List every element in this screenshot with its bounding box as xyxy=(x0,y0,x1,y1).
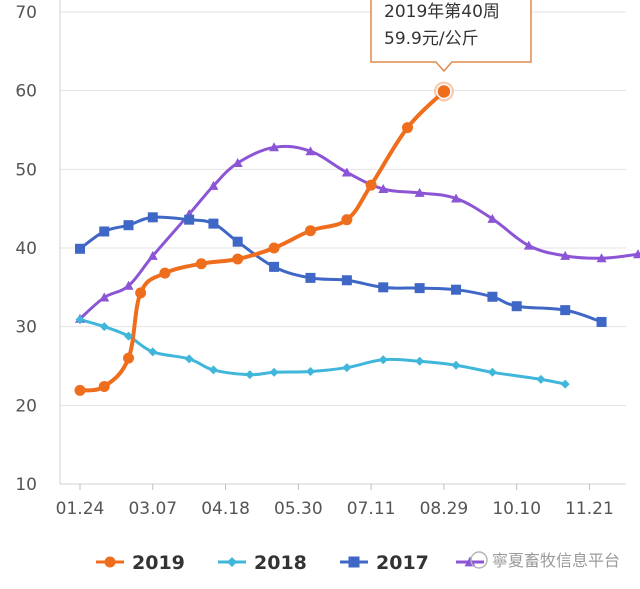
x-tick-label: 05.30 xyxy=(274,499,323,519)
data-point xyxy=(305,225,316,236)
data-point xyxy=(536,375,545,384)
y-tick-label: 70 xyxy=(15,3,37,23)
data-point xyxy=(245,370,254,379)
x-tick-label: 03.07 xyxy=(128,499,177,519)
data-point xyxy=(99,381,110,392)
data-point xyxy=(124,220,134,230)
data-point xyxy=(75,385,86,396)
data-point xyxy=(75,244,85,254)
x-tick-label: 08.29 xyxy=(420,499,469,519)
data-point xyxy=(184,215,194,225)
x-tick-label: 11.21 xyxy=(565,499,614,519)
y-tick-label: 60 xyxy=(15,82,37,102)
y-tick-label: 20 xyxy=(15,396,37,416)
y-tick-label: 50 xyxy=(15,160,37,180)
legend-label: 2017 xyxy=(376,552,429,574)
data-point xyxy=(270,368,279,377)
tooltip-line-2: 59.9元/公斤 xyxy=(384,29,479,49)
series-line-2017 xyxy=(80,217,602,322)
data-point xyxy=(378,282,388,292)
watermark-text: 寧夏畜牧信息平台 xyxy=(492,551,620,570)
series-line-2019 xyxy=(80,91,444,390)
data-point xyxy=(341,214,352,225)
data-point xyxy=(379,355,388,364)
data-point xyxy=(269,262,279,272)
series-line-unnamed xyxy=(80,146,638,318)
data-point xyxy=(451,285,461,295)
data-point xyxy=(487,292,497,302)
highlight-point xyxy=(437,84,451,98)
data-point xyxy=(488,368,497,377)
tooltip: 2019年第40周 59.9元/公斤 xyxy=(371,0,531,101)
data-point xyxy=(105,557,116,568)
data-point xyxy=(135,287,146,298)
data-point xyxy=(305,273,315,283)
x-tick-label: 04.18 xyxy=(201,499,250,519)
watermark-icon xyxy=(471,552,487,568)
data-point xyxy=(196,258,207,269)
data-point xyxy=(512,301,522,311)
data-point xyxy=(452,361,461,370)
data-point xyxy=(123,353,134,364)
series-lines xyxy=(80,91,638,390)
data-point xyxy=(560,305,570,315)
data-point xyxy=(306,367,315,376)
data-point xyxy=(233,237,243,247)
data-point xyxy=(342,275,352,285)
data-point xyxy=(415,357,424,366)
series-markers xyxy=(75,86,640,396)
x-tick-label: 01.24 xyxy=(56,499,105,519)
data-point xyxy=(209,365,218,374)
gridlines xyxy=(60,12,626,484)
data-point xyxy=(208,219,218,229)
watermark: 寧夏畜牧信息平台 xyxy=(471,551,620,570)
y-tick-label: 10 xyxy=(15,475,37,495)
data-point xyxy=(227,557,237,567)
data-point xyxy=(99,226,109,236)
data-point xyxy=(148,347,157,356)
legend: 2019 2018 2017 xyxy=(96,552,484,574)
data-point xyxy=(159,268,170,279)
legend-label: 2018 xyxy=(254,552,307,574)
data-point xyxy=(561,380,570,389)
data-point xyxy=(342,363,351,372)
data-point xyxy=(269,243,280,254)
x-tick-label: 10.10 xyxy=(492,499,541,519)
x-tick-label: 07.11 xyxy=(347,499,396,519)
data-point xyxy=(232,254,243,265)
y-tick-label: 40 xyxy=(15,239,37,259)
data-point xyxy=(185,354,194,363)
data-point xyxy=(597,317,607,327)
axes: 10 20 30 40 50 60 70 01.24 03.07 04.18 05.30 07.11 0… xyxy=(15,0,640,519)
data-point xyxy=(415,283,425,293)
data-point xyxy=(366,180,377,191)
data-point xyxy=(148,212,158,222)
data-point xyxy=(100,322,109,331)
legend-label: 2019 xyxy=(132,552,185,574)
data-point xyxy=(349,557,360,568)
data-point xyxy=(402,122,413,133)
y-tick-label: 30 xyxy=(15,318,37,338)
tooltip-line-1: 2019年第40周 xyxy=(384,2,500,22)
